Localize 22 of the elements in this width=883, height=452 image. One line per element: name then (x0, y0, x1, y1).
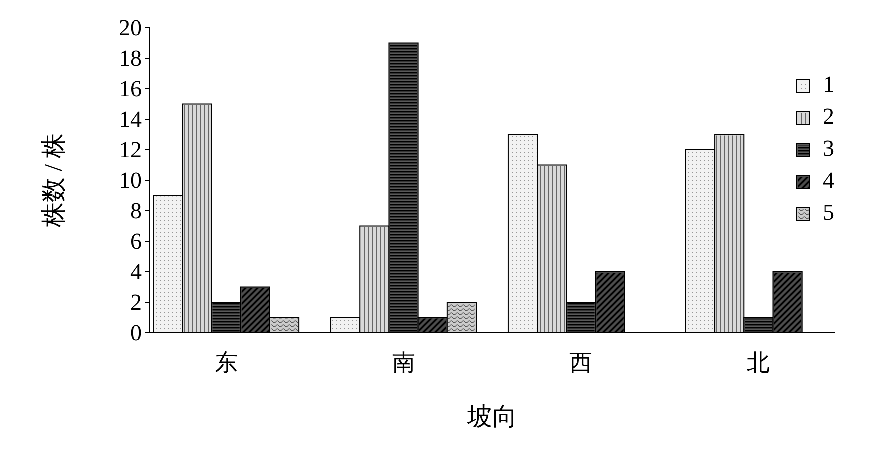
legend-label: 2 (823, 104, 834, 129)
y-tick-label: 18 (119, 46, 142, 71)
legend-label: 4 (823, 168, 835, 193)
y-tick-label: 12 (119, 137, 142, 162)
x-tick-label: 西 (570, 350, 593, 376)
y-tick-label: 4 (130, 259, 142, 284)
legend-label: 3 (823, 136, 834, 161)
legend-label: 1 (823, 72, 834, 97)
y-tick-label: 2 (130, 290, 142, 315)
y-tick-label: 10 (119, 168, 142, 193)
y-tick-label: 20 (119, 15, 142, 40)
y-tick-label: 16 (119, 76, 142, 102)
x-tick-label: 南 (392, 350, 416, 376)
y-tick-label: 0 (130, 320, 142, 346)
y-tick-label: 8 (130, 198, 142, 224)
y-tick-label: 6 (130, 228, 142, 254)
x-tick-label: 北 (747, 350, 770, 376)
x-tick-label: 东 (214, 350, 238, 376)
x-axis-title: 坡向 (466, 404, 518, 431)
y-tick-label: 14 (119, 106, 142, 132)
y-axis-title: 株数 / 株 (41, 133, 68, 229)
legend-label: 5 (823, 200, 834, 225)
